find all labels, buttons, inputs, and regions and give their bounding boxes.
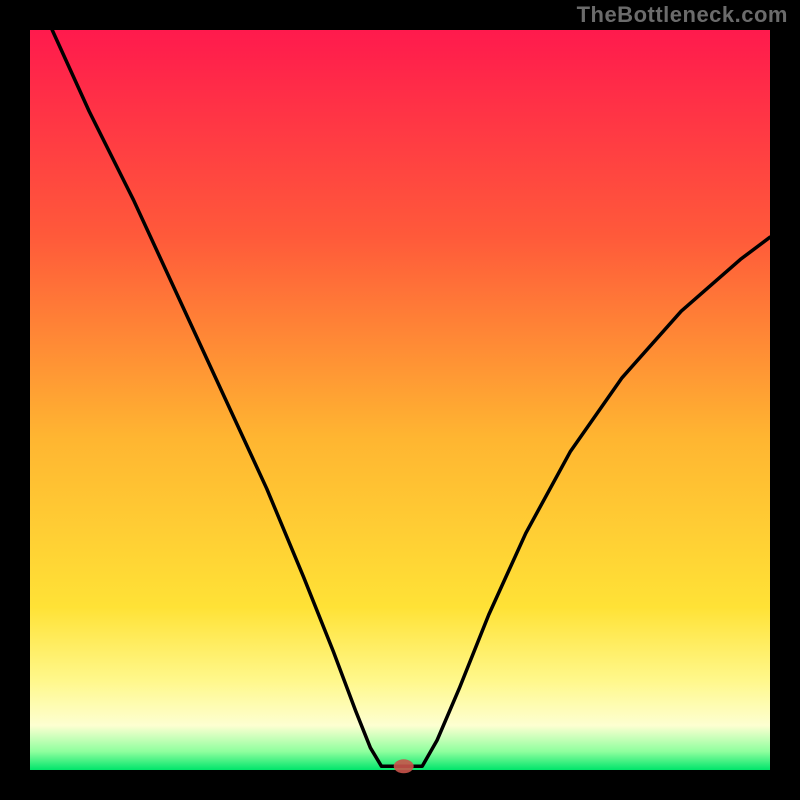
chart-plot-bg [30, 30, 770, 770]
watermark-text: TheBottleneck.com [577, 2, 788, 28]
optimal-point-marker [394, 759, 414, 773]
bottleneck-chart [0, 0, 800, 800]
chart-container: TheBottleneck.com [0, 0, 800, 800]
